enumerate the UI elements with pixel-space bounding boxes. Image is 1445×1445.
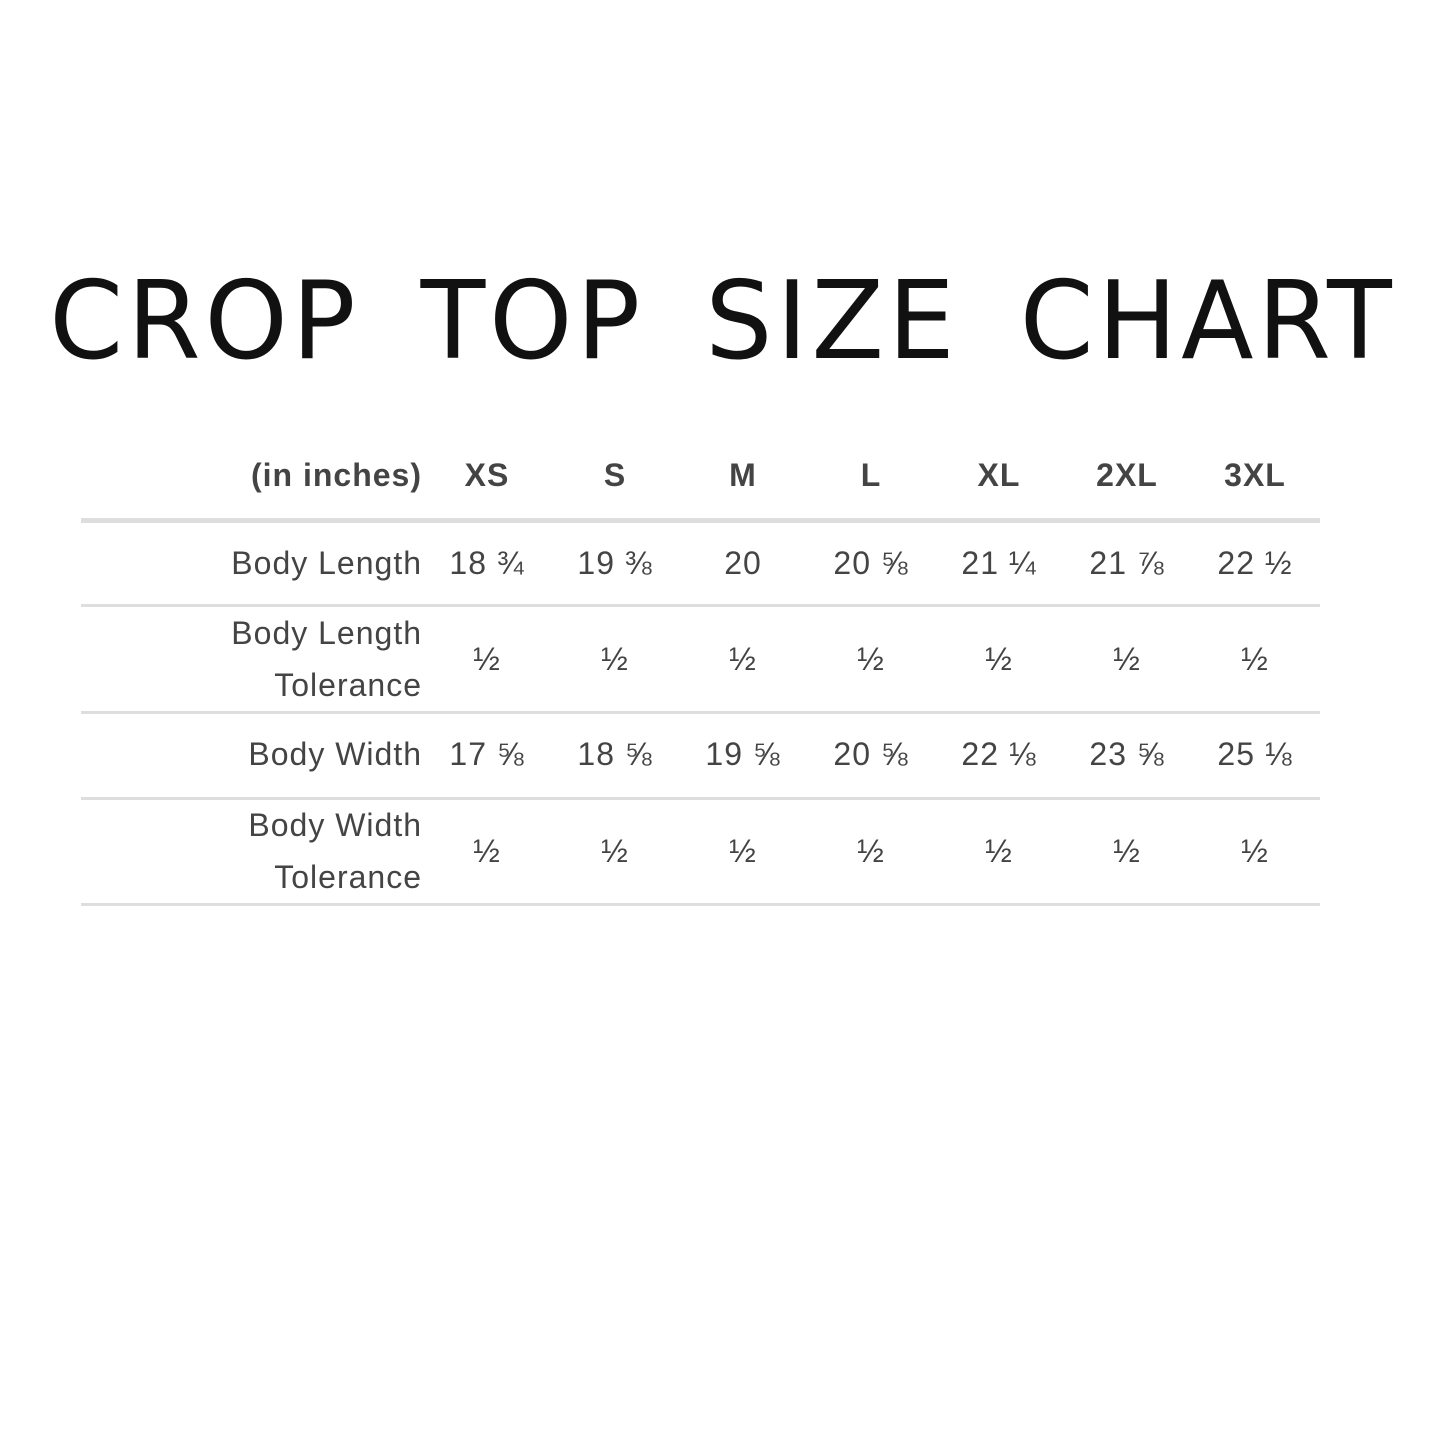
table-cell: ½ [857, 833, 885, 869]
table-cell: 18 ⅝ [577, 736, 653, 772]
table-cell: ½ [1113, 833, 1141, 869]
row-label: Tolerance [274, 859, 422, 895]
column-header: 2XL [1096, 457, 1158, 493]
table-cell: 23 ⅝ [1089, 736, 1165, 772]
column-header: M [729, 457, 757, 493]
table-cell: 20 [724, 545, 762, 581]
column-header: 3XL [1224, 457, 1286, 493]
table-cell: 20 ⅝ [833, 545, 909, 581]
table-cell: 21 ⅞ [1089, 545, 1165, 581]
row-divider [81, 797, 1320, 800]
row-label: Body Length [231, 545, 422, 581]
table-cell: ½ [729, 833, 757, 869]
table-cell: ½ [601, 641, 629, 677]
row-label: Body Width [248, 736, 422, 772]
table-cell: 22 ⅛ [961, 736, 1037, 772]
table-cell: 22 ½ [1217, 545, 1293, 581]
column-header: S [603, 457, 627, 493]
table-cell: ½ [1241, 833, 1269, 869]
row-divider [81, 518, 1320, 523]
table-cell: ½ [601, 833, 629, 869]
table-cell: 18 ¾ [449, 545, 525, 581]
table-cell: ½ [985, 641, 1013, 677]
column-header: XS [464, 457, 510, 493]
unit-label: (in inches) [250, 457, 422, 493]
table-cell: ½ [729, 641, 757, 677]
table-cell: ½ [1241, 641, 1269, 677]
table-cell: ½ [985, 833, 1013, 869]
row-label: Tolerance [274, 667, 422, 703]
table-cell: 20 ⅝ [833, 736, 909, 772]
table-cell: ½ [473, 833, 501, 869]
row-divider [81, 711, 1320, 714]
column-header: XL [977, 457, 1021, 493]
table-cell: ½ [1113, 641, 1141, 677]
table-cell: 17 ⅝ [449, 736, 525, 772]
column-header: L [860, 457, 882, 493]
table-cell: 25 ⅛ [1217, 736, 1293, 772]
table-cell: 19 ⅝ [705, 736, 781, 772]
row-divider [81, 604, 1320, 607]
page-title: CROP TOP SIZE CHART [49, 259, 1396, 384]
table-cell: 21 ¼ [961, 545, 1037, 581]
row-label: Body Length [231, 615, 422, 651]
table-cell: ½ [473, 641, 501, 677]
table-cell: 19 ⅜ [577, 545, 653, 581]
table-cell: ½ [857, 641, 885, 677]
row-label: Body Width [248, 807, 422, 843]
row-divider [81, 903, 1320, 906]
